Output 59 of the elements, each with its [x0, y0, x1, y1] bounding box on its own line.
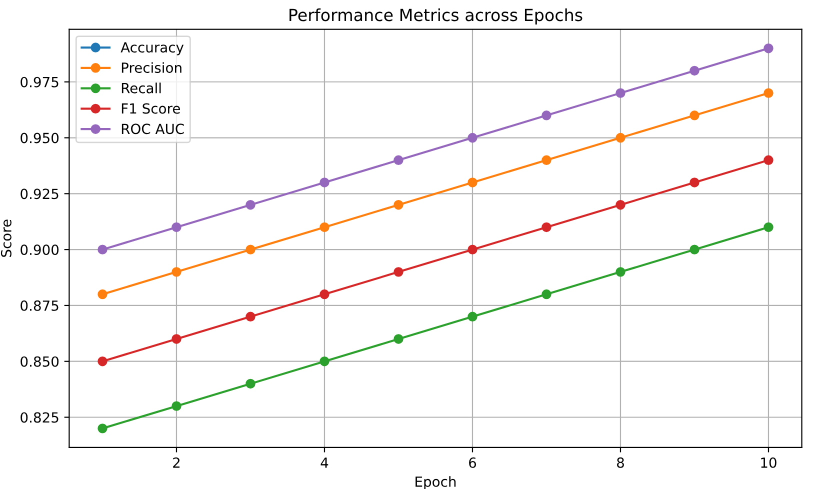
point [542, 110, 552, 120]
point [320, 289, 330, 300]
point [98, 356, 108, 366]
point [246, 244, 256, 254]
point [690, 178, 700, 188]
point [172, 267, 182, 277]
point [320, 356, 330, 366]
point [616, 200, 626, 210]
y-tick-label: 0.975 [20, 76, 58, 88]
y-tick-label: 0.925 [20, 188, 58, 200]
y-axis-title: Score [0, 220, 12, 257]
chart-title: Performance Metrics across Epochs [290, 8, 582, 24]
y-tick-label: 0.950 [20, 132, 59, 144]
x-tick-label: 4 [320, 458, 328, 468]
point [468, 178, 478, 188]
point [690, 244, 700, 254]
x-tick-label: 2 [173, 457, 180, 468]
point [764, 155, 774, 165]
point [394, 334, 404, 344]
y-tick-label: 0.875 [20, 300, 58, 311]
point [394, 267, 404, 277]
point [542, 289, 552, 300]
y-tick-label: 0.900 [20, 244, 59, 256]
y-tick-label: 0.850 [20, 356, 59, 367]
point [616, 132, 626, 143]
point [468, 244, 478, 254]
point [616, 267, 626, 277]
point [690, 110, 700, 120]
point [98, 424, 108, 434]
point [172, 334, 182, 344]
point [616, 88, 626, 98]
point [98, 244, 108, 254]
point [764, 88, 774, 98]
point [542, 222, 552, 232]
point [172, 401, 182, 411]
point [764, 43, 774, 54]
y-tick-label: 0.825 [20, 412, 58, 423]
point [246, 378, 256, 389]
point [246, 200, 256, 210]
legend-label: Precision [122, 62, 182, 73]
point [320, 178, 330, 188]
point [394, 200, 404, 210]
point [320, 222, 330, 232]
legend-label: Accuracy [120, 42, 184, 56]
point [172, 222, 182, 232]
point [468, 312, 478, 322]
legend-label: Recall [122, 82, 161, 94]
point [394, 155, 404, 165]
x-tick-label: 10 [761, 457, 776, 468]
x-tick-label: 8 [617, 457, 624, 468]
point [468, 132, 478, 143]
x-tick-label: 6 [469, 457, 476, 468]
point [246, 312, 256, 322]
point [98, 289, 108, 300]
legend-label: F1 Score [122, 103, 180, 114]
point [542, 155, 552, 165]
point [690, 66, 700, 76]
legend-label: ROC AUC [122, 124, 184, 134]
point [764, 222, 774, 232]
